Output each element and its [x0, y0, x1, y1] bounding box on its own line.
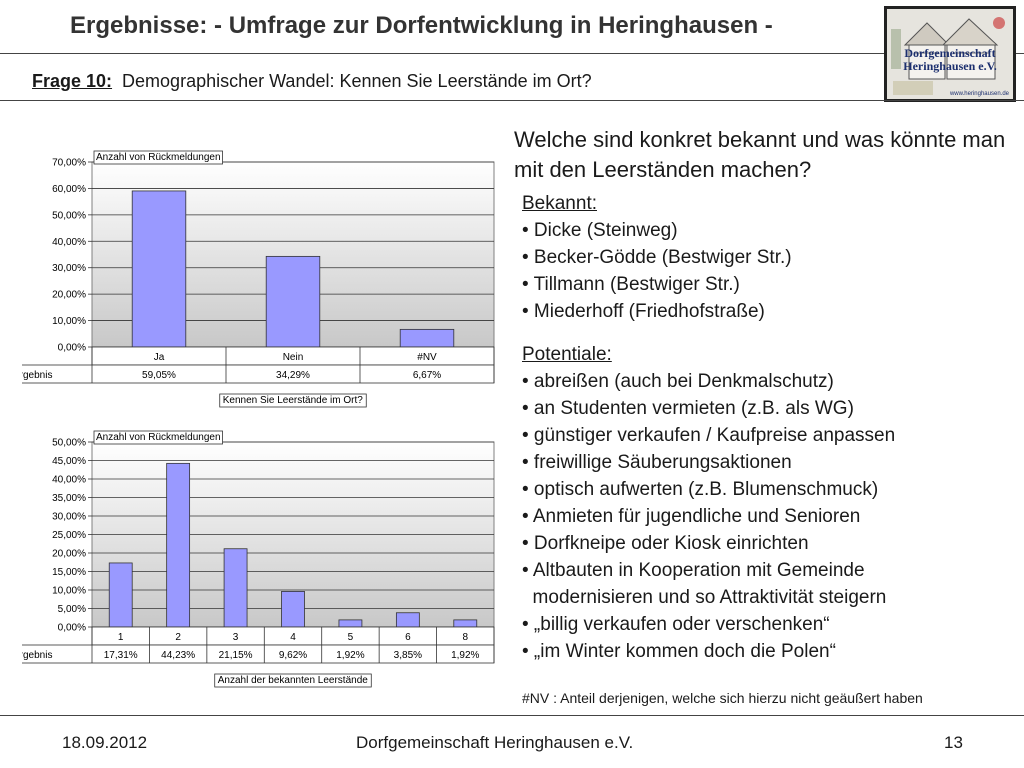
y-tick-label: 50,00% — [52, 210, 86, 221]
y-tick-label: 50,00% — [52, 438, 86, 449]
logo-house-icon — [887, 9, 1013, 99]
list-item: • Tillmann (Bestwiger Str.) — [522, 274, 740, 295]
list-item: • Dicke (Steinweg) — [522, 220, 678, 241]
y-tick-label: 0,00% — [58, 343, 86, 354]
bar — [281, 591, 305, 628]
y-tick-label: 35,00% — [52, 493, 86, 504]
x-axis-label-box — [219, 393, 367, 408]
data-label: 9,62% — [279, 650, 307, 661]
bar — [131, 190, 187, 348]
list-item: • Becker-Gödde (Bestwiger Str.) — [522, 247, 792, 268]
x-tick-label: 4 — [290, 632, 296, 643]
bar — [265, 255, 321, 348]
y-tick-label: 45,00% — [52, 456, 86, 467]
page-title: Ergebnisse: - Umfrage zur Dorfentwicklun… — [70, 12, 773, 39]
question-line: Frage 10: Demographischer Wandel: Kennen … — [32, 71, 592, 92]
y-tick-label: 40,00% — [52, 475, 86, 486]
x-axis-label-box — [214, 673, 372, 688]
list-item: • Miederhoff (Friedhofstraße) — [522, 301, 765, 322]
known-list: Bekannt: • Dicke (Steinweg) • Becker-Göd… — [522, 190, 792, 325]
x-axis-label: Kennen Sie Leerstände im Ort? — [223, 395, 364, 406]
x-tick-label: Nein — [283, 352, 304, 363]
data-label: 1,92% — [451, 650, 479, 661]
x-tick-label: 8 — [463, 632, 469, 643]
y-tick-label: 15,00% — [52, 567, 86, 578]
bar — [338, 619, 363, 628]
y-tick-label: 0,00% — [58, 623, 86, 634]
bar — [108, 562, 133, 628]
chart-known-vacancies: 0,00% 10,00% 20,00% 30,00% 40,00% 50,00% 60,00… — [22, 150, 495, 408]
bar — [453, 619, 478, 628]
chart-title-box — [93, 150, 223, 165]
list-item: • günstiger verkaufen / Kaufpreise anpas… — [522, 425, 896, 446]
x-tick-label: 1 — [118, 632, 124, 643]
y-tick-label: 10,00% — [52, 586, 86, 597]
question-rule — [0, 100, 1024, 101]
y-tick-label: 25,00% — [52, 530, 86, 541]
list-item: • Anmieten für jugendliche und Senioren — [522, 506, 861, 527]
x-tick-label: Ja — [154, 352, 165, 363]
y-tick-label: 20,00% — [52, 290, 86, 301]
list-item: • Altbauten in Kooperation mit Gemeinde — [522, 560, 865, 581]
y-tick-label: 10,00% — [52, 316, 86, 327]
question-text: Demographischer Wandel: Kennen Sie Leers… — [122, 71, 592, 91]
list-item: • optisch aufwerten (z.B. Blumenschmuck) — [522, 479, 879, 500]
y-tick-label: 20,00% — [52, 549, 86, 560]
list-item: • „billig verkaufen oder verschenken“ — [522, 614, 830, 635]
bar — [395, 612, 420, 628]
data-label: 6,67% — [413, 370, 441, 381]
chart-title: Anzahl von Rückmeldungen — [96, 152, 221, 163]
list-item: • an Studenten vermieten (z.B. als WG) — [522, 398, 854, 419]
potential-heading: Potentiale: — [522, 344, 612, 365]
y-tick-label: 40,00% — [52, 237, 86, 248]
chart-title: Anzahl von Rückmeldungen — [96, 432, 221, 443]
bar — [166, 462, 191, 628]
legend-label: Ergebnis — [22, 370, 52, 381]
known-heading: Bekannt: — [522, 193, 597, 214]
y-tick-label: 30,00% — [52, 512, 86, 523]
x-tick-label: 3 — [233, 632, 239, 643]
logo-url: www.heringhausen.de — [949, 91, 1009, 97]
x-axis-label: Anzahl der bekannten Leerstände — [218, 675, 369, 686]
data-label: 17,31% — [104, 650, 138, 661]
footer-page: 13 — [944, 733, 963, 752]
data-label: 3,85% — [394, 650, 422, 661]
y-tick-label: 60,00% — [52, 184, 86, 195]
logo-name: Dorfgemeinschaft Heringhausen e.V. — [903, 46, 997, 73]
data-label: 44,23% — [161, 650, 195, 661]
right-question: Welche sind konkret bekannt und was könn… — [514, 127, 1006, 182]
list-item: • freiwillige Säuberungsaktionen — [522, 452, 792, 473]
logo: Dorfgemeinschaft Heringhausen e.V. www.h… — [884, 6, 1016, 102]
x-tick-label: 6 — [405, 632, 411, 643]
chart-count-vacancies: 0,00% 5,00% 10,00% 15,00% 20,00% 25,00% 30,00%… — [22, 430, 495, 688]
data-label: 21,15% — [219, 650, 253, 661]
y-tick-label: 70,00% — [52, 158, 86, 169]
legend-label: Ergebnis — [22, 650, 52, 661]
bar — [399, 328, 455, 348]
question-label: Frage 10: — [32, 71, 113, 91]
x-tick-label: #NV — [417, 352, 437, 363]
y-tick-label: 5,00% — [58, 604, 86, 615]
footer-date: 18.09.2012 — [62, 733, 148, 752]
footer-org: Dorfgemeinschaft Heringhausen e.V. — [356, 733, 634, 752]
list-item: • „im Winter kommen doch die Polen“ — [522, 641, 836, 662]
potential-list: Potentiale: • abreißen (auch bei Denkmal… — [522, 341, 895, 665]
data-label: 1,92% — [336, 650, 364, 661]
data-label: 34,29% — [276, 370, 310, 381]
list-item: modernisieren und so Attraktivität steig… — [522, 587, 887, 608]
bar — [223, 548, 248, 628]
x-tick-label: 2 — [175, 632, 181, 643]
data-label: 59,05% — [142, 370, 176, 381]
table-value-row — [22, 644, 495, 664]
list-item: • Dorfkneipe oder Kiosk einrichten — [522, 533, 809, 554]
chart-title-box — [93, 430, 223, 445]
y-tick-label: 30,00% — [52, 263, 86, 274]
header-rule — [0, 53, 1024, 54]
nv-note: #NV : Anteil derjenigen, welche sich hie… — [522, 690, 923, 706]
footer-rule — [0, 715, 1024, 716]
x-tick-label: 5 — [348, 632, 354, 643]
list-item: • abreißen (auch bei Denkmalschutz) — [522, 371, 834, 392]
